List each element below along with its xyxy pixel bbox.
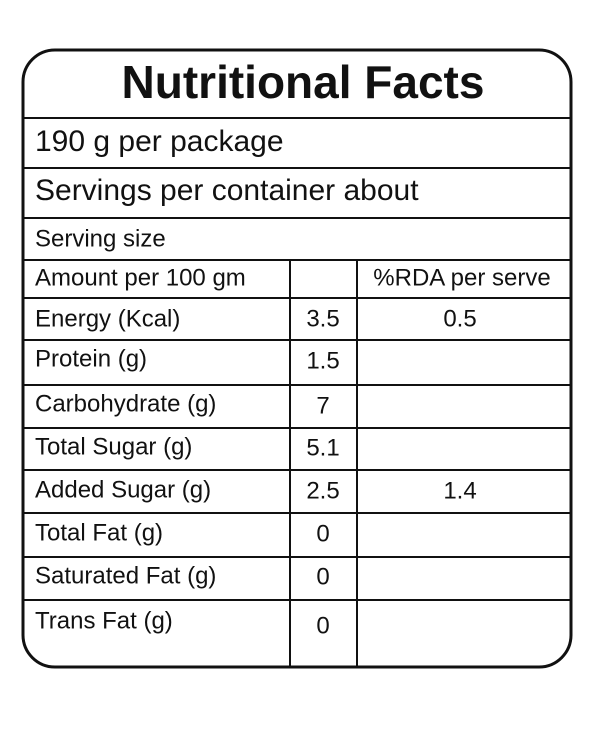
nutrient-value: 1.5	[306, 347, 339, 374]
nutrient-name: Trans Fat (g)	[35, 607, 173, 634]
column-header: %RDA per serve	[373, 264, 550, 291]
nutrient-value: 2.5	[306, 477, 339, 504]
nutrient-name: Protein (g)	[35, 345, 147, 372]
nutrient-value: 0	[316, 563, 329, 590]
package-size: 190 g per package	[35, 125, 284, 158]
nutrient-name: Saturated Fat (g)	[35, 562, 216, 589]
rda-value: 1.4	[443, 477, 476, 504]
label-title: Nutritional Facts	[122, 56, 485, 108]
nutrient-value: 5.1	[306, 434, 339, 461]
serving-size: Serving size	[35, 225, 166, 252]
nutrient-name: Energy (Kcal)	[35, 305, 180, 332]
nutrient-name: Added Sugar (g)	[35, 476, 211, 503]
nutrient-name: Total Fat (g)	[35, 519, 163, 546]
rda-value: 0.5	[443, 305, 476, 332]
nutrient-name: Carbohydrate (g)	[35, 390, 216, 417]
nutrient-value: 0	[316, 612, 329, 639]
servings: Servings per container about	[35, 174, 419, 207]
nutrient-value: 0	[316, 520, 329, 547]
nutrient-value: 7	[316, 392, 329, 419]
nutrient-name: Total Sugar (g)	[35, 433, 192, 460]
nutrient-value: 3.5	[306, 305, 339, 332]
column-header: Amount per 100 gm	[35, 264, 246, 291]
